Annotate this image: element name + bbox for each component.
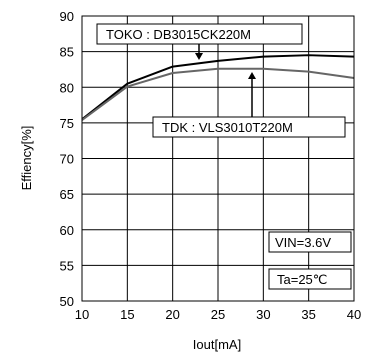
legend-label-toko: TOKO : DB3015CK220M [106,27,251,42]
arrow-tdk [248,72,256,117]
arrow-toko [195,44,203,60]
x-tick-label: 35 [301,307,315,322]
legend-toko: TOKO : DB3015CK220M [96,23,303,45]
annotation-ta-text: Ta=25℃ [277,272,327,287]
tick-labels: 10 15 20 25 30 35 40 50 55 60 65 70 75 80 85 90 [60,9,362,322]
series-line-tdk [81,67,355,121]
x-axis-title: Iout[mA] [193,337,241,352]
x-tick-label: 25 [211,307,225,322]
x-tick-label: 20 [165,307,179,322]
y-tick-label: 80 [60,80,74,95]
series-line-toko [81,54,355,121]
y-tick-label: 60 [60,223,74,238]
y-tick-label: 65 [60,187,74,202]
y-tick-label: 50 [60,294,74,309]
plot-frame [81,15,355,302]
y-tick-label: 90 [60,9,74,24]
annotation-vin: VIN=3.6V [268,231,352,253]
y-tick-label: 85 [60,45,74,60]
x-tick-label: 10 [75,307,89,322]
annotation-ta: Ta=25℃ [268,268,352,290]
y-tick-label: 70 [60,152,74,167]
x-tick-label: 30 [256,307,270,322]
grid [81,15,355,302]
y-tick-label: 75 [60,116,74,131]
x-tick-label: 15 [120,307,134,322]
y-axis-title: Effiency[%] [19,126,34,191]
legend-label-tdk: TDK : VLS3010T220M [162,120,293,135]
legend-tdk: TDK : VLS3010T220M [152,116,346,138]
y-tick-label: 55 [60,258,74,273]
series-lines [81,54,355,121]
x-tick-label: 40 [347,307,361,322]
annotation-vin-text: VIN=3.6V [275,235,331,250]
